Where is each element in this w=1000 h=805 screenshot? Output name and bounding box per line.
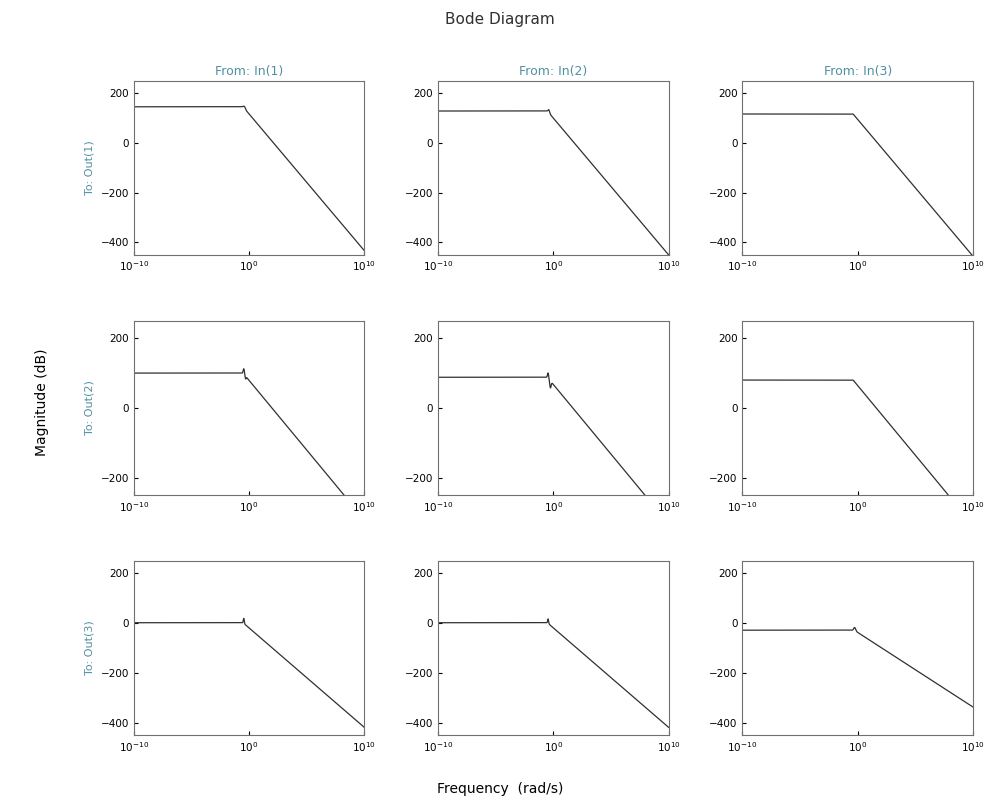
Y-axis label: To: Out(3): To: Out(3) bbox=[85, 621, 95, 675]
Text: Bode Diagram: Bode Diagram bbox=[445, 12, 555, 27]
Y-axis label: To: Out(2): To: Out(2) bbox=[85, 381, 95, 436]
Title: From: In(1): From: In(1) bbox=[215, 65, 283, 78]
Text: Magnitude (dB): Magnitude (dB) bbox=[35, 349, 49, 456]
Title: From: In(2): From: In(2) bbox=[519, 65, 588, 78]
Text: Frequency  (rad/s): Frequency (rad/s) bbox=[437, 782, 563, 796]
Title: From: In(3): From: In(3) bbox=[824, 65, 892, 78]
Y-axis label: To: Out(1): To: Out(1) bbox=[85, 140, 95, 195]
